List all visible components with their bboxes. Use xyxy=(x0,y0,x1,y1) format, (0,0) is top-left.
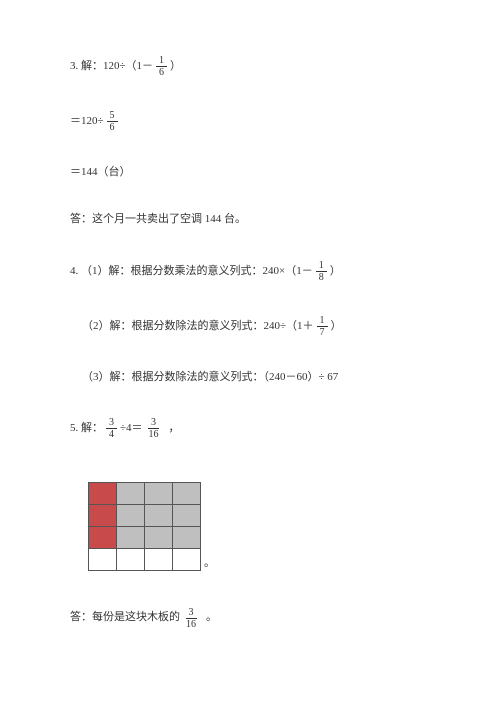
text: ， xyxy=(169,421,180,436)
text: ＝120÷ xyxy=(70,114,104,129)
fraction: 3 4 xyxy=(106,417,117,440)
text: 3. 解：120÷（1－ xyxy=(70,59,153,74)
p3-answer: 答：这个月一共卖出了空调 144 台。 xyxy=(70,212,435,227)
p5-expr: 5. 解： 3 4 ÷4＝ 3 16 ， xyxy=(70,417,435,440)
grid-cell xyxy=(117,505,145,527)
grid-cell xyxy=(145,505,173,527)
grid-cell xyxy=(89,527,117,549)
p5-grid-diagram: 。 xyxy=(88,482,201,571)
grid-cell xyxy=(89,549,117,571)
grid-cell xyxy=(89,505,117,527)
grid-cell xyxy=(117,527,145,549)
grid-cell xyxy=(89,483,117,505)
text: （3）解：根据分数除法的意义列式：（240－60）÷ 67 xyxy=(82,370,338,385)
p3-line1: 3. 解：120÷（1－ 1 6 ） xyxy=(70,55,435,78)
grid-table xyxy=(88,482,201,571)
text: ） xyxy=(330,264,341,279)
grid-cell xyxy=(173,505,201,527)
grid-cell xyxy=(173,527,201,549)
grid-cell xyxy=(145,527,173,549)
text: 5. 解： xyxy=(70,421,103,436)
fraction: 5 6 xyxy=(107,110,118,133)
text: ÷4＝ xyxy=(120,421,143,436)
text: 答：每份是这块木板的 xyxy=(70,610,180,625)
grid-cell xyxy=(173,549,201,571)
fraction: 1 7 xyxy=(317,315,328,338)
text: 。 xyxy=(206,610,217,625)
grid-cell xyxy=(117,549,145,571)
fraction: 1 6 xyxy=(156,55,167,78)
p5-answer: 答：每份是这块木板的 3 16 。 xyxy=(70,607,435,630)
grid-cell xyxy=(173,483,201,505)
text: 4. （1）解：根据分数乘法的意义列式：240×（1－ xyxy=(70,264,313,279)
p3-line2: ＝120÷ 5 6 xyxy=(70,110,435,133)
p4-sub3: （3）解：根据分数除法的意义列式：（240－60）÷ 67 xyxy=(82,370,435,385)
period: 。 xyxy=(204,556,215,571)
p3-line3: ＝144（台） xyxy=(70,165,435,180)
text: （2）解：根据分数除法的意义列式：240÷（1＋ xyxy=(82,319,314,334)
fraction: 3 16 xyxy=(183,607,199,630)
text: ＝144（台） xyxy=(70,165,131,180)
text: 答：这个月一共卖出了空调 144 台。 xyxy=(70,212,246,227)
text: ） xyxy=(170,59,181,74)
grid-cell xyxy=(117,483,145,505)
fraction: 3 16 xyxy=(146,417,162,440)
grid-cell xyxy=(145,483,173,505)
p4-sub1: 4. （1）解：根据分数乘法的意义列式：240×（1－ 1 8 ） xyxy=(70,260,435,283)
grid-cell xyxy=(145,549,173,571)
p4-sub2: （2）解：根据分数除法的意义列式：240÷（1＋ 1 7 ） xyxy=(82,315,435,338)
text: ） xyxy=(331,319,342,334)
fraction: 1 8 xyxy=(316,260,327,283)
